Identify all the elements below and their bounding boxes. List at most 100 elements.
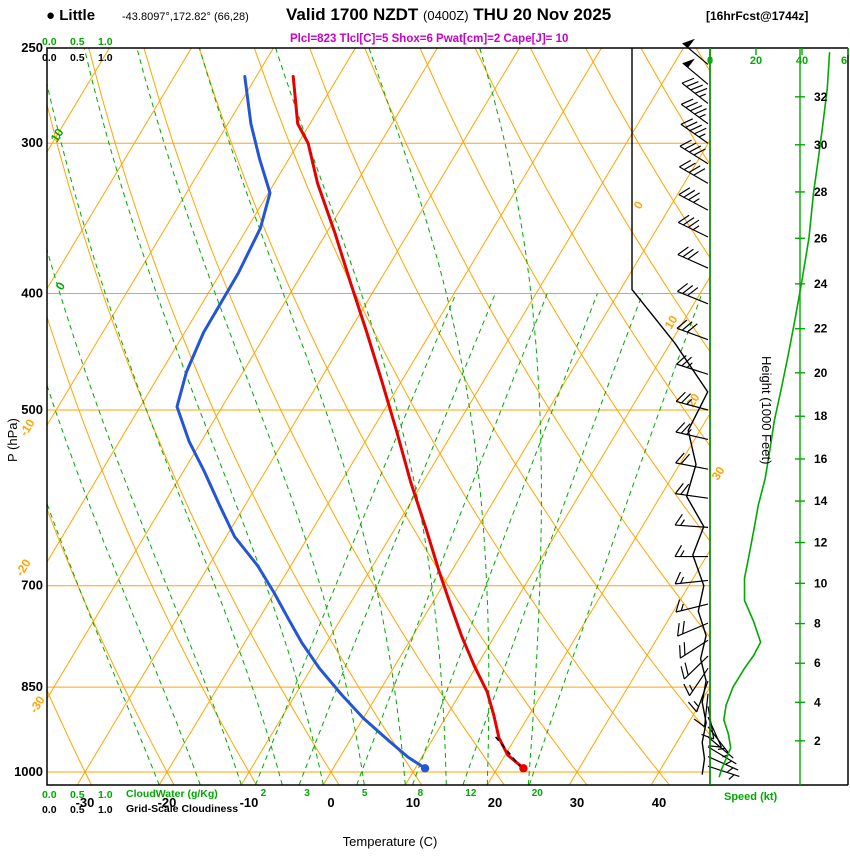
wind-barb [678,187,709,211]
dry-adiabat-line [143,48,505,785]
cloudwater-scale-value: 0.5 [70,789,85,801]
wind-barb [675,391,709,411]
wind-barb [677,246,709,269]
isotherm-line [240,48,684,785]
wind-barb-feather [685,101,698,109]
dry-adiabat-line [806,48,850,785]
wind-barb-feather [677,246,689,256]
dry-adiabat-line [529,48,710,353]
valid-zulu: (0400Z) [423,8,469,23]
moist-adiabat-line [47,247,242,785]
cloudwater-scale-value: 1.0 [98,789,113,801]
dry-adiabat-line [198,48,588,785]
cloudwater-scale-value: 0.0 [42,789,57,801]
height-tick-label: 20 [814,366,828,380]
height-tick-label: 2 [814,734,821,748]
mixing-ratio-line [298,293,496,785]
wind-barb-staff [676,363,709,375]
wind-barb-feather [674,513,683,526]
temperature-tick-label: -30 [76,795,95,810]
wind-barb-feather [678,187,691,196]
wind-barb-feather [680,453,690,465]
dry-adiabat-line [364,48,710,639]
wind-barb-feather [675,452,685,464]
dry-adiabat-line [585,48,710,259]
wind-barb-feather [679,139,692,147]
wind-barb-feather [687,250,699,260]
wind-barbs [674,38,740,780]
moist-adiabat-line [47,82,283,785]
wind-barb-half [698,113,706,118]
moist-adiabat-label: 0 [53,279,69,292]
isotherm-line [47,48,192,290]
wind-barb-feather [677,623,680,637]
station-coords: -43.8097°,172.82° (66,28) [122,11,249,23]
wind-barb-staff [703,693,709,727]
moist-adiabat-line [136,48,365,785]
wind-barb-staff [675,603,709,613]
wind-barb-staff [675,462,709,470]
wind-barb-feather [693,718,705,728]
wind-barb [674,513,709,528]
speed-tick-label: 40 [796,55,808,67]
wind-barb-feather [686,81,699,88]
wind-barb [680,118,709,144]
temperature-tick-label: 0 [327,795,334,810]
wind-barb [676,354,709,375]
wind-barb [707,756,739,773]
wind-barb-feather [687,287,699,297]
dry-adiabat-line [419,48,710,542]
height-tick-label: 6 [814,656,821,670]
wind-barb-feather [690,84,703,91]
wind-barb-feather [678,214,690,224]
cloudiness-scale-bottom: 0.0 0.5 1.0 [42,804,126,816]
wind-barb-feather [701,733,714,740]
wind-barb-half [725,760,732,765]
pressure-axis-label: P (hPa) [5,418,20,462]
station-name: Little [59,7,96,24]
wind-barb [680,655,709,680]
mixing-ratio-line [528,293,703,785]
speed-tick-label: 0 [707,55,713,67]
wind-barb-staff [677,254,709,269]
wind-barb-feather [682,620,685,634]
wind-barb [682,38,709,65]
height-tick-label: 8 [814,617,821,631]
wind-barb-half [680,603,684,611]
wind-barb-feather [680,423,691,434]
wind-barb-feather [675,599,681,613]
plot-border [46,47,711,786]
cloudiness-scale-value: 0.0 [42,804,57,816]
wind-barb [679,639,709,659]
isotherm-label-left: -30 [27,693,48,715]
dry-adiabat-line [0,48,9,785]
wind-barb-feather [693,168,706,176]
wind-barb-feather [675,422,686,433]
valid-date: THU 20 Nov 2025 [473,5,612,24]
wind-barb-feather [680,483,690,495]
isotherm-line [158,48,602,785]
wind-barb-feather [689,124,703,132]
wind-barb-half [699,93,707,98]
isotherm-line [76,48,520,785]
moist-adiabat-line [47,502,160,785]
height-tick-label: 22 [814,322,828,336]
speed-tick-label: 6 [841,55,847,67]
wind-barb-feather [682,248,694,258]
temperature-curve [291,75,525,770]
cloudwater-scale-value: 0.5 [70,36,85,48]
pressure-tick-label: 700 [21,578,43,593]
isotherm-line [47,48,274,427]
wind-barb [707,746,737,765]
height-tick-label: 32 [814,90,828,104]
isotherm-line [47,48,356,563]
wind-barb-half [728,774,735,780]
dewpoint-curve [175,75,427,770]
surface-dewpoint-dot [420,764,430,773]
wind-barb-feather [683,189,696,198]
wind-barb-feather [683,683,691,696]
mixing-ratio-label: 2 [261,788,267,799]
wind-barb [676,319,709,341]
cloudiness-scale-top: 0.0 0.5 1.0 [42,52,126,64]
wind-barb [693,693,709,728]
